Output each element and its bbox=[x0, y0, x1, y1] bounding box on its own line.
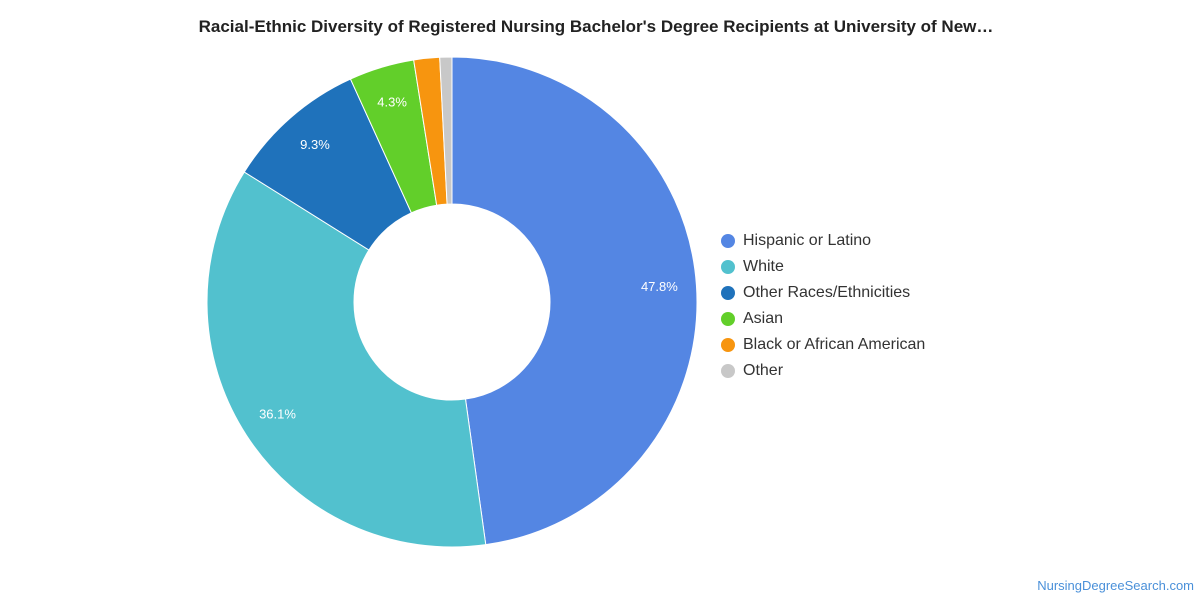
pie-slice-other[interactable] bbox=[439, 56, 453, 205]
legend-label: White bbox=[743, 258, 784, 275]
legend-label: Hispanic or Latino bbox=[743, 232, 872, 249]
legend-swatch-icon bbox=[721, 364, 735, 378]
legend-label: Asian bbox=[743, 310, 784, 327]
slice-label-white: 36.1% bbox=[259, 406, 296, 421]
legend-item-hispanic-or-latino[interactable]: Hispanic or Latino bbox=[721, 228, 925, 254]
legend-label: Black or African American bbox=[743, 336, 926, 353]
legend-swatch-icon bbox=[721, 312, 735, 326]
legend-label: Other bbox=[743, 362, 784, 379]
slice-label-other-races-ethnicities: 9.3% bbox=[300, 137, 330, 152]
legend-swatch-icon bbox=[721, 260, 735, 274]
legend-swatch-icon bbox=[721, 234, 735, 248]
legend-item-black-or-african-american[interactable]: Black or African American bbox=[721, 332, 925, 358]
legend-item-other[interactable]: Other bbox=[721, 358, 925, 384]
legend-label: Other Races/Ethnicities bbox=[743, 284, 911, 301]
legend-item-other-races-ethnicities[interactable]: Other Races/Ethnicities bbox=[721, 280, 925, 306]
legend-item-white[interactable]: White bbox=[721, 254, 925, 280]
legend-swatch-icon bbox=[721, 286, 735, 300]
slice-label-asian: 4.3% bbox=[377, 94, 407, 109]
slice-label-hispanic-or-latino: 47.8% bbox=[641, 279, 678, 294]
chart-title: Racial-Ethnic Diversity of Registered Nu… bbox=[198, 17, 994, 36]
source-credit[interactable]: NursingDegreeSearch.com bbox=[1037, 578, 1194, 593]
legend-swatch-icon bbox=[721, 338, 735, 352]
chart-legend: Hispanic or Latino White Other Races/Ethni… bbox=[721, 228, 925, 384]
pie-slice-hispanic-or-latino[interactable] bbox=[451, 56, 698, 546]
legend-item-asian[interactable]: Asian bbox=[721, 306, 925, 332]
pie-slice-white[interactable] bbox=[206, 171, 487, 548]
